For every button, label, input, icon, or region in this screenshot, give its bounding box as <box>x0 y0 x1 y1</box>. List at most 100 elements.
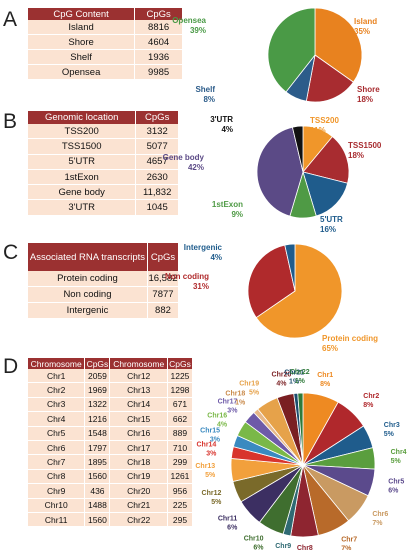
table-cell: Island <box>28 20 136 35</box>
table-cell: Chr9 <box>28 483 86 499</box>
slice-label: Gene body <box>163 153 205 162</box>
table-cell: TSS200 <box>28 124 137 140</box>
slice-label: Chr14 <box>196 442 216 449</box>
slice-label: Chr4 <box>391 449 407 456</box>
table-header-cell: Genomic location <box>28 111 137 124</box>
table-cell: Chr1 <box>28 369 86 384</box>
slice-percent-label: 3% <box>210 437 221 444</box>
slice-label: Chr6 <box>372 511 388 518</box>
pie-slice <box>255 243 343 339</box>
slice-label: 1stExon <box>212 200 243 209</box>
slice-label: Chr8 <box>297 545 313 550</box>
slice-label: Chr15 <box>200 428 220 435</box>
table-row: Chr1 2059 Chr12 1225 <box>28 369 192 384</box>
table-cell: 5077 <box>135 138 178 155</box>
table-row: Protein coding 16,582 <box>28 271 178 287</box>
table-cell: 662 <box>167 411 192 427</box>
slice-percent-label: 4% <box>276 381 287 388</box>
table-cell: 1216 <box>84 411 111 427</box>
table-row: Opensea 9985 <box>28 64 182 80</box>
slice-percent-label: 31% <box>193 282 209 291</box>
table-cell: 1045 <box>135 199 178 216</box>
table-cell: 1936 <box>134 49 182 65</box>
table-cell: 1560 <box>84 512 111 528</box>
table-cell: 710 <box>167 440 192 456</box>
table-row: Shelf 1936 <box>28 49 182 65</box>
slice-percent-label: 5% <box>205 472 216 479</box>
slice-label: Chr19 <box>239 381 259 388</box>
slice-label: Chr17 <box>218 398 238 405</box>
table-cell: 225 <box>167 498 192 513</box>
slice-label: Non coding <box>165 272 209 281</box>
pie-slice <box>256 126 304 217</box>
slice-percent-label: 39% <box>190 26 206 35</box>
slice-percent-label: 3% <box>227 407 238 414</box>
table-cell: Chr18 <box>109 454 168 470</box>
slice-label: Chr16 <box>207 412 227 419</box>
table-b: Genomic location CpGs TSS200 3132 TSS1500 507… <box>28 111 178 216</box>
table-cell: Gene body <box>28 184 137 201</box>
pie-slice <box>314 7 363 83</box>
slice-label: Island <box>354 17 377 26</box>
table-cell: Chr19 <box>109 469 168 485</box>
table-cell: 1stExon <box>28 169 137 186</box>
table-cell: 11,832 <box>135 184 178 201</box>
slice-percent-label: 65% <box>322 344 338 353</box>
table-cell: Chr6 <box>28 440 86 456</box>
slice-percent-label: 1% <box>289 378 300 385</box>
table-row: Chr10 1488 Chr21 225 <box>28 498 192 513</box>
table-cell: 671 <box>167 397 192 413</box>
slice-label: Chr1 <box>317 372 333 379</box>
table-cell: Chr4 <box>28 411 86 427</box>
slice-label: Chr10 <box>244 536 264 543</box>
slice-percent-label: 3% <box>206 451 217 458</box>
slice-label: TSS1500 <box>348 141 382 150</box>
table-cell: Chr12 <box>109 369 168 384</box>
pie-slice <box>291 125 304 173</box>
table-d: Chromosome CpGs Chromosome CpGs Chr1 2059 Chr1… <box>28 358 192 528</box>
slice-percent-label: 9% <box>231 210 243 219</box>
slice-percent-label: 8% <box>203 95 215 104</box>
table-cell: Chr3 <box>28 397 86 413</box>
table-cell: 1225 <box>167 369 192 384</box>
slice-label: Chr12 <box>202 490 222 497</box>
table-cell: 4657 <box>135 154 178 170</box>
table-cell: Chr2 <box>28 382 86 398</box>
table-row: Intergenic 882 <box>28 302 178 319</box>
slice-label: Chr3 <box>384 422 400 429</box>
slice-label: Intergenic <box>184 243 223 252</box>
table-cell: Opensea <box>28 64 136 80</box>
table-row: 1stExon 2630 <box>28 169 178 186</box>
slice-percent-label: 7% <box>372 520 383 527</box>
table-header-cell: CpG Content <box>28 8 136 20</box>
slice-percent-label: 42% <box>188 163 204 172</box>
pie-slice <box>302 136 350 184</box>
slice-label: Shelf <box>195 85 215 94</box>
table-header-cell: Chromosome <box>109 358 168 369</box>
panel-letter-c: C <box>3 241 19 264</box>
table-cell: Chr15 <box>109 411 168 427</box>
table-cell: 889 <box>167 426 192 441</box>
slice-label: Chr5 <box>388 479 404 486</box>
slice-label: Chr11 <box>218 516 238 523</box>
table-cell: 299 <box>167 454 192 470</box>
panel-letter-a: A <box>3 8 18 31</box>
table-row: Chr3 1322 Chr14 671 <box>28 397 192 413</box>
table-cell: Chr10 <box>28 498 86 513</box>
table-row: Chr11 1560 Chr22 295 <box>28 512 192 528</box>
slice-percent-label: 35% <box>354 27 370 36</box>
slice-percent-label: 1% <box>295 378 306 385</box>
table-row: Island 8816 <box>28 20 182 35</box>
table-header-cell: CpGs <box>134 8 182 20</box>
table-row: Chr5 1548 Chr16 889 <box>28 426 192 441</box>
pie-slice <box>247 244 296 319</box>
table-cell: 2059 <box>84 369 111 384</box>
slice-percent-label: 8% <box>320 381 331 388</box>
slice-label: Opensea <box>172 16 206 25</box>
slice-percent-label: 6% <box>388 488 399 495</box>
table-header-cell: Chromosome <box>28 358 86 369</box>
table-header-cell: Associated RNA transcripts <box>28 243 148 271</box>
table-header-cell: CpGs <box>135 111 178 124</box>
table-cell: 1548 <box>84 426 111 441</box>
